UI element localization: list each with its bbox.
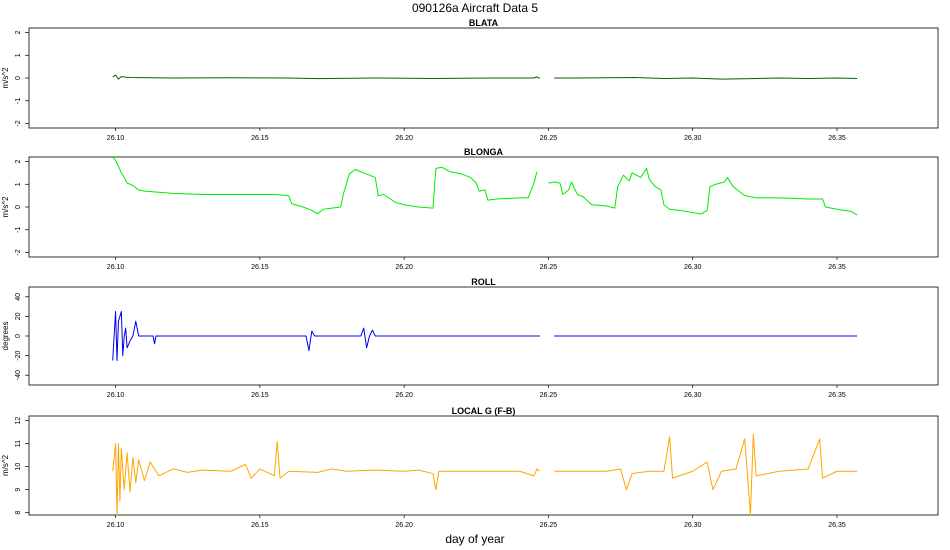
y-tick-label: -2 xyxy=(15,120,22,126)
series-line-segment-1 xyxy=(112,440,541,516)
x-tick-label: 26.30 xyxy=(684,135,702,142)
y-tick-label: -20 xyxy=(15,350,22,360)
panel-title: ROLL xyxy=(471,277,496,287)
x-tick-label: 26.35 xyxy=(828,522,846,529)
y-tick-label: 40 xyxy=(15,293,22,301)
x-tick-label: 26.20 xyxy=(395,522,413,529)
y-tick-label: 0 xyxy=(15,205,22,209)
series-line-segment-1 xyxy=(112,311,540,361)
y-tick-label: 1 xyxy=(15,53,22,57)
panel-title: LOCAL G (F-B) xyxy=(452,406,516,416)
chart-panel-1: BLATA -2 -1 0 1 2 m/s^2 26.10 26.15 26.20 26.25 26.… xyxy=(1,18,939,142)
y-tick-label: 20 xyxy=(15,312,22,320)
x-tick-label: 26.15 xyxy=(251,135,269,142)
x-tick-label: 26.35 xyxy=(828,392,846,399)
plot-frame xyxy=(28,156,939,258)
panel-title: BLONGA xyxy=(464,147,503,157)
chart-panel-4: LOCAL G (F-B) 8 9 10 11 12 m/s^2 26.10 26.15 26.2… xyxy=(1,406,939,529)
y-tick-label: 10 xyxy=(15,463,22,471)
x-tick-label: 26.30 xyxy=(684,522,702,529)
series-line-segment-1 xyxy=(112,156,538,215)
x-tick-label: 26.10 xyxy=(107,392,125,399)
y-tick-label: 9 xyxy=(15,488,22,492)
x-tick-label: 26.25 xyxy=(540,522,558,529)
x-tick-label: 26.15 xyxy=(251,522,269,529)
x-tick-label: 26.15 xyxy=(251,392,269,399)
y-tick-label: 12 xyxy=(15,417,22,425)
y-tick-label: 0 xyxy=(15,334,22,338)
y-tick-label: -1 xyxy=(15,98,22,104)
y-tick-label: 8 xyxy=(15,511,22,515)
y-tick-label: 2 xyxy=(15,159,22,163)
series-line-segment-2 xyxy=(554,77,858,80)
x-tick-label: 26.30 xyxy=(684,392,702,399)
x-tick-label: 26.10 xyxy=(107,135,125,142)
x-tick-label: 26.10 xyxy=(107,264,125,271)
x-tick-label: 26.35 xyxy=(828,264,846,271)
y-axis-label: m/s^2 xyxy=(1,196,10,218)
series-line-segment-1 xyxy=(112,74,541,80)
plot-frame xyxy=(28,415,939,516)
x-tick-label: 26.15 xyxy=(251,264,269,271)
y-tick-label: -40 xyxy=(15,370,22,380)
x-tick-label: 26.25 xyxy=(540,135,558,142)
x-tick-label: 26.20 xyxy=(395,135,413,142)
y-axis-label: m/s^2 xyxy=(1,454,10,476)
figure-title: 090126a Aircraft Data 5 xyxy=(412,1,538,15)
x-tick-label: 26.10 xyxy=(107,522,125,529)
y-tick-label: -2 xyxy=(15,249,22,255)
chart-panel-2: BLONGA -2 -1 0 1 2 m/s^2 26.10 26.15 26.20 26.25 26… xyxy=(1,147,939,271)
x-axis-title: day of year xyxy=(445,532,504,546)
x-tick-label: 26.20 xyxy=(395,264,413,271)
x-tick-label: 26.25 xyxy=(540,392,558,399)
y-tick-label: 2 xyxy=(15,30,22,34)
x-tick-label: 26.20 xyxy=(395,392,413,399)
y-axis-label: degrees xyxy=(1,322,10,351)
x-tick-label: 26.25 xyxy=(540,264,558,271)
x-tick-label: 26.35 xyxy=(828,135,846,142)
chart-panel-3: ROLL -40 -20 0 20 40 degrees 26.10 26.15 26.20 26.… xyxy=(1,277,939,399)
y-tick-label: 1 xyxy=(15,182,22,186)
series-line-segment-2 xyxy=(548,167,858,216)
series-line-segment-2 xyxy=(554,433,858,516)
x-tick-label: 26.30 xyxy=(684,264,702,271)
panel-title: BLATA xyxy=(469,18,499,28)
y-tick-label: 0 xyxy=(15,76,22,80)
y-tick-label: -1 xyxy=(15,227,22,233)
y-axis-label: m/s^2 xyxy=(1,67,10,89)
y-tick-label: 11 xyxy=(15,440,22,447)
